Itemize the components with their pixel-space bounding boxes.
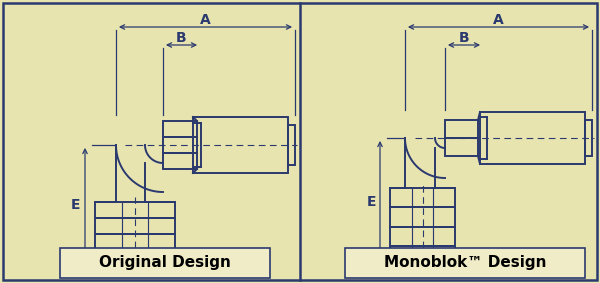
Bar — [95, 202, 175, 218]
Bar — [193, 117, 288, 173]
Bar — [163, 137, 197, 153]
Bar — [163, 121, 197, 137]
Bar — [585, 120, 592, 156]
Bar — [390, 207, 455, 226]
Text: A: A — [493, 13, 504, 27]
Bar — [95, 233, 175, 249]
Bar — [390, 246, 455, 265]
Bar — [163, 153, 197, 169]
Bar — [60, 248, 270, 278]
Bar — [95, 218, 175, 233]
Bar — [480, 112, 585, 164]
Text: E: E — [366, 194, 376, 209]
Text: A: A — [200, 13, 211, 27]
Bar — [95, 249, 175, 265]
Text: B: B — [176, 31, 187, 45]
Bar — [445, 138, 478, 156]
Bar — [390, 188, 455, 207]
Bar — [445, 120, 478, 138]
Bar — [390, 226, 455, 246]
Text: Monoblok™ Design: Monoblok™ Design — [384, 256, 546, 271]
Text: B: B — [458, 31, 469, 45]
Text: E: E — [71, 198, 81, 212]
Text: Original Design: Original Design — [99, 256, 231, 271]
Bar — [345, 248, 585, 278]
Bar — [288, 125, 295, 165]
